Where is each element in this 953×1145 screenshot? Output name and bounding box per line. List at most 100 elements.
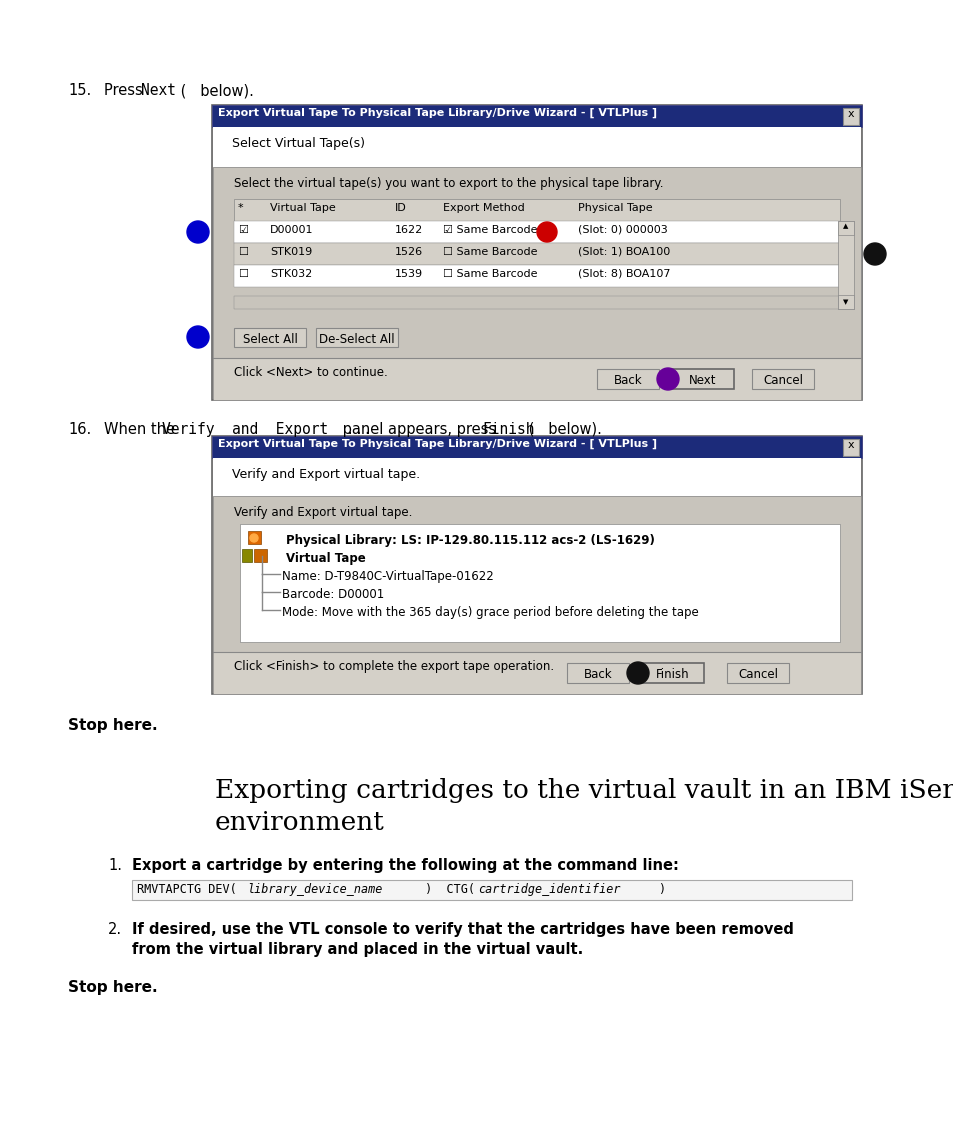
Bar	[233, 199, 840, 221]
Text: Physical Tape: Physical Tape	[578, 203, 652, 213]
Circle shape	[626, 662, 648, 684]
Text: 1526: 1526	[395, 247, 423, 256]
Text: ☐: ☐	[237, 247, 248, 256]
Text: Export Virtual Tape To Physical Tape Library/Drive Wizard - [ VTLPlus ]: Export Virtual Tape To Physical Tape Lib…	[218, 439, 657, 449]
Circle shape	[657, 368, 679, 390]
Text: ☐ Same Barcode: ☐ Same Barcode	[442, 247, 537, 256]
Text: (Slot: 1) BOA100: (Slot: 1) BOA100	[578, 247, 670, 256]
Bar	[212, 105, 862, 127]
Text: ☑ Same Barcode: ☑ Same Barcode	[442, 226, 537, 235]
Text: (   below).: ( below).	[175, 82, 253, 98]
Text: Physical Library: LS: IP-129.80.115.112 acs-2 (LS-1629): Physical Library: LS: IP-129.80.115.112 …	[286, 534, 654, 547]
Text: ): )	[658, 883, 664, 897]
Text: Mode: Move with the 365 day(s) grace period before deleting the tape: Mode: Move with the 365 day(s) grace per…	[282, 606, 698, 619]
Text: environment: environment	[214, 810, 384, 835]
Text: Barcode: D00001: Barcode: D00001	[282, 589, 384, 601]
Text: 16.: 16.	[68, 423, 91, 437]
Bar	[212, 436, 862, 694]
Text: Stop here.: Stop here.	[68, 980, 157, 995]
Bar	[837, 295, 853, 309]
Text: x: x	[847, 109, 854, 119]
Text: Virtual Tape: Virtual Tape	[286, 552, 365, 564]
Circle shape	[187, 221, 209, 243]
Bar	[842, 439, 858, 456]
Text: Verify  and  Export  ...: Verify and Export ...	[162, 423, 372, 437]
Text: ☐ Same Barcode: ☐ Same Barcode	[442, 269, 537, 279]
Text: 1.: 1.	[108, 858, 122, 872]
Bar	[213, 652, 861, 694]
Bar	[726, 663, 788, 684]
Bar	[315, 327, 397, 347]
Circle shape	[863, 243, 885, 264]
Text: If desired, use the VTL console to verify that the cartridges have been removed: If desired, use the VTL console to verif…	[132, 922, 793, 937]
Text: When the: When the	[104, 423, 179, 437]
Bar	[248, 531, 261, 544]
Bar	[233, 295, 840, 309]
Text: Press: Press	[104, 82, 147, 98]
Bar	[842, 108, 858, 125]
Bar	[132, 881, 851, 900]
Bar	[233, 243, 840, 264]
Text: (Slot: 8) BOA107: (Slot: 8) BOA107	[578, 269, 670, 279]
Text: Cancel: Cancel	[738, 668, 778, 681]
Text: Select Virtual Tape(s): Select Virtual Tape(s)	[232, 137, 365, 150]
Bar	[233, 327, 306, 347]
Text: Name: D-T9840C-VirtualTape-01622: Name: D-T9840C-VirtualTape-01622	[282, 570, 494, 583]
Text: Export Virtual Tape To Physical Tape Library/Drive Wizard - [ VTLPlus ]: Export Virtual Tape To Physical Tape Lib…	[218, 108, 657, 118]
Text: x: x	[847, 440, 854, 450]
Text: cartridge_identifier: cartridge_identifier	[477, 883, 619, 897]
Text: RMVTAPCTG DEV(: RMVTAPCTG DEV(	[137, 883, 236, 897]
Text: Next: Next	[141, 82, 175, 98]
Text: *: *	[237, 203, 243, 213]
Circle shape	[250, 534, 257, 542]
Text: STK019: STK019	[270, 247, 312, 256]
Text: Back: Back	[613, 374, 641, 387]
Circle shape	[187, 326, 209, 348]
Text: 15.: 15.	[68, 82, 91, 98]
Text: (   below).: ( below).	[523, 423, 601, 437]
Text: Exporting cartridges to the virtual vault in an IBM iSeries: Exporting cartridges to the virtual vaul…	[214, 777, 953, 803]
Text: Cancel: Cancel	[762, 374, 802, 387]
Text: ID: ID	[395, 203, 406, 213]
Text: Back: Back	[583, 668, 612, 681]
Bar	[213, 167, 861, 358]
Bar	[641, 663, 703, 684]
Text: Select the virtual tape(s) you want to export to the physical tape library.: Select the virtual tape(s) you want to e…	[233, 177, 662, 190]
Bar	[213, 358, 861, 400]
Text: ☑: ☑	[237, 226, 248, 235]
Text: ☐: ☐	[237, 269, 248, 279]
Text: Select All: Select All	[242, 333, 297, 346]
Text: 1622: 1622	[395, 226, 423, 235]
Text: Finish: Finish	[481, 423, 534, 437]
Bar	[671, 369, 733, 389]
Circle shape	[537, 222, 557, 242]
Text: Virtual Tape: Virtual Tape	[270, 203, 335, 213]
Bar	[233, 221, 840, 243]
Text: De-Select All: De-Select All	[319, 333, 395, 346]
Text: from the virtual library and placed in the virtual vault.: from the virtual library and placed in t…	[132, 942, 582, 957]
Bar	[751, 369, 813, 389]
Text: Verify and Export virtual tape.: Verify and Export virtual tape.	[232, 468, 419, 481]
Bar	[253, 548, 267, 562]
Text: Verify and Export virtual tape.: Verify and Export virtual tape.	[233, 506, 412, 519]
Text: 2.: 2.	[108, 922, 122, 937]
Text: Stop here.: Stop here.	[68, 718, 157, 733]
Text: D00001: D00001	[270, 226, 314, 235]
Text: Export a cartridge by entering the following at the command line:: Export a cartridge by entering the follo…	[132, 858, 679, 872]
Bar	[837, 221, 853, 309]
Bar	[213, 127, 861, 167]
Bar	[566, 663, 628, 684]
Bar	[240, 524, 840, 642]
Bar	[213, 458, 861, 496]
Text: ▲: ▲	[842, 223, 848, 229]
Text: (Slot: 0) 000003: (Slot: 0) 000003	[578, 226, 667, 235]
Bar	[233, 264, 840, 287]
Bar	[837, 221, 853, 235]
Bar	[242, 548, 252, 562]
Text: 1539: 1539	[395, 269, 423, 279]
Bar	[212, 436, 862, 458]
Bar	[213, 496, 861, 652]
Text: ▼: ▼	[842, 299, 848, 305]
Text: panel appears, press: panel appears, press	[337, 423, 500, 437]
Text: )  CTG(: ) CTG(	[417, 883, 475, 897]
